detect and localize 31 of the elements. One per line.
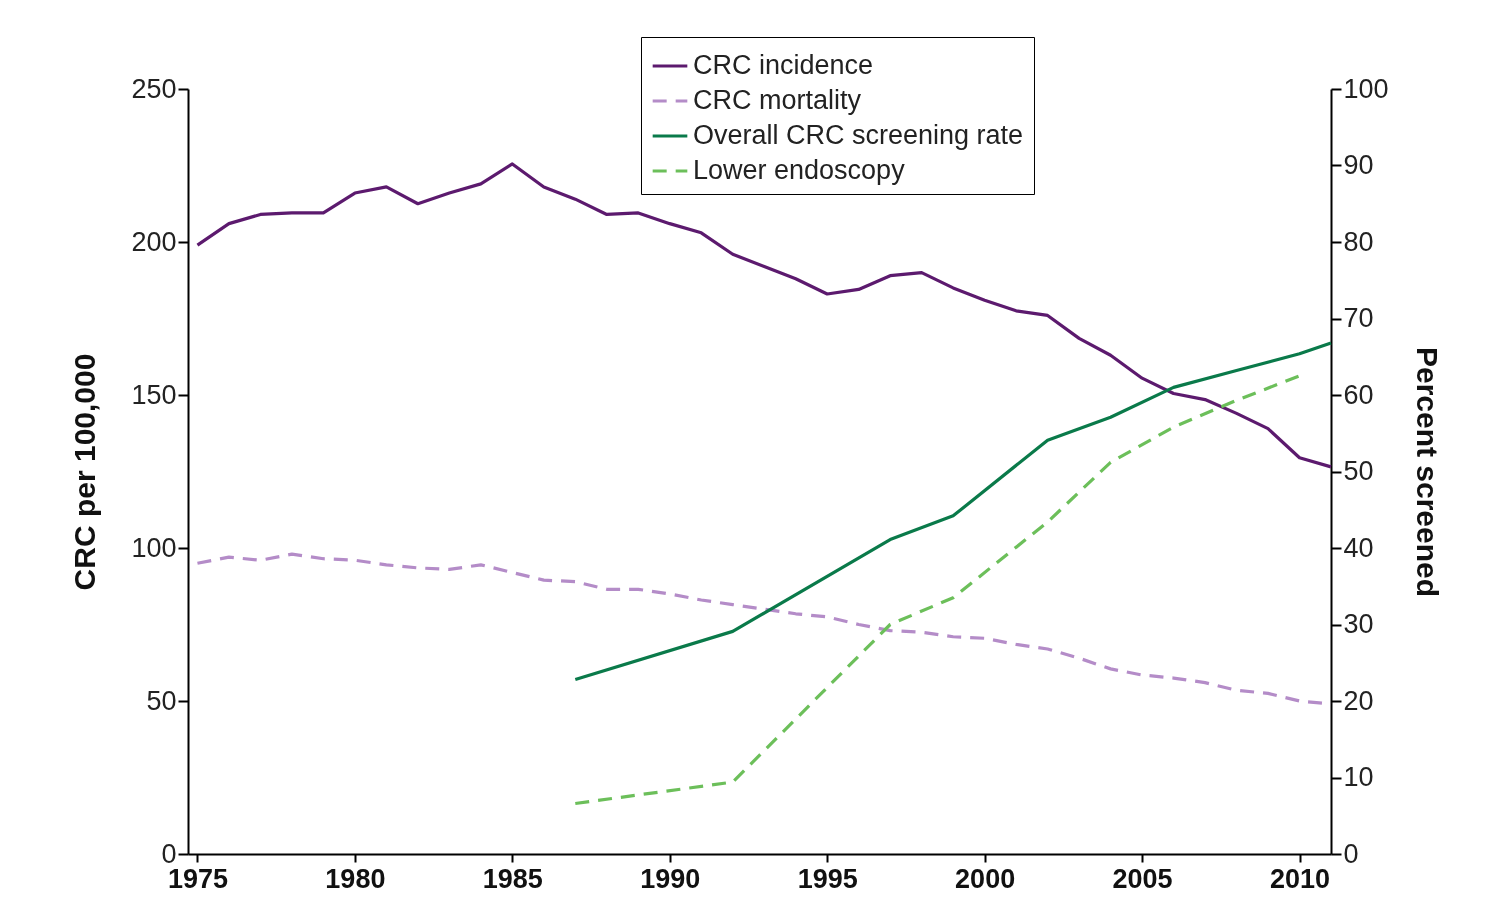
x-tick-label: 2005 <box>1112 863 1173 894</box>
legend-label: Overall CRC screening rate <box>693 120 1024 150</box>
y2-tick-label: 0 <box>1343 838 1359 869</box>
line-series <box>573 341 1333 682</box>
x-tick-label: 1980 <box>325 863 386 894</box>
y2-tick-label: 80 <box>1343 226 1374 257</box>
legend-label: CRC incidence <box>693 50 874 80</box>
y2-tick-label: 100 <box>1343 73 1389 104</box>
y-tick-label: 250 <box>131 73 177 104</box>
y-tick-label: 50 <box>146 685 177 716</box>
y2-tick-label: 60 <box>1343 379 1374 410</box>
y-tick-label: 200 <box>131 226 177 257</box>
y2-tick-label: 90 <box>1343 150 1374 180</box>
x-tick-label: 1995 <box>797 863 858 894</box>
y2-tick-label: 10 <box>1343 762 1374 792</box>
line-series <box>573 374 1302 806</box>
y2-tick-label: 50 <box>1343 456 1374 486</box>
x-tick-label: 2010 <box>1269 863 1331 894</box>
y-tick-label: 150 <box>131 379 177 410</box>
y-axis-title: CRC per 100,000 <box>68 353 102 591</box>
y2-tick-label: 70 <box>1343 303 1374 333</box>
y2-axis-title: Percent screened <box>1410 346 1444 598</box>
x-tick-label: 1990 <box>640 863 701 894</box>
y2-tick-label: 40 <box>1343 532 1374 563</box>
legend-label: CRC mortality <box>693 85 862 115</box>
legend-label: Lower endoscopy <box>693 155 906 185</box>
y2-tick-label: 20 <box>1343 685 1374 716</box>
x-tick-label: 1985 <box>482 863 543 894</box>
y-tick-label: 100 <box>131 532 177 563</box>
y2-tick-label: 30 <box>1343 609 1374 639</box>
x-tick-label: 2000 <box>955 863 1016 894</box>
